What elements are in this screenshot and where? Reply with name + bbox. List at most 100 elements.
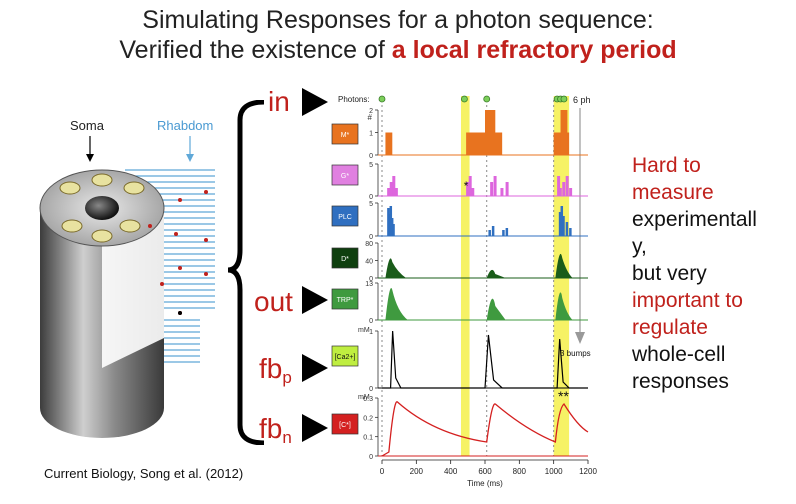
unit-mstar: #	[368, 113, 373, 122]
trp-curve	[486, 298, 506, 320]
trp-curve	[385, 288, 408, 320]
y-tick-label: 40	[365, 259, 373, 266]
citation: Current Biology, Song et al. (2012)	[44, 466, 244, 481]
gstar-bar	[569, 188, 573, 196]
plc-spike	[392, 224, 395, 236]
series-badge-label: [Ca2+]	[335, 354, 356, 361]
plc-spike	[569, 228, 572, 236]
plc-spike	[390, 218, 394, 236]
plc-spike	[389, 206, 393, 236]
rhabdom-label: Rhabdom	[157, 118, 214, 133]
series-badge	[331, 288, 359, 310]
y-tick-label: 0.3	[363, 396, 373, 403]
annotation-line: measure	[632, 181, 714, 204]
annotation-line: whole-cell	[632, 343, 726, 366]
slide-title-line1: Simulating Responses for a photon sequen…	[142, 6, 654, 34]
plc-spike	[562, 216, 565, 236]
gstar-bar	[557, 176, 561, 196]
series-badge-label: M*	[341, 132, 350, 139]
gstar-bar	[466, 182, 470, 196]
single-star: *	[464, 179, 469, 193]
annotation-line: y,	[632, 235, 647, 258]
mstar-block	[485, 132, 503, 155]
gstar-bar	[490, 182, 494, 196]
gstar-bar	[394, 188, 398, 196]
arrow-in-icon	[302, 88, 328, 116]
plc-spike	[505, 228, 509, 236]
series-badge-label: TRP*	[337, 297, 354, 304]
x-tick-label: 800	[513, 467, 527, 476]
arrow-fbn-icon	[302, 414, 328, 442]
title-highlight: a local refractory period	[391, 36, 677, 64]
annotation-line: important to	[632, 289, 743, 312]
x-tick-label: 200	[410, 467, 424, 476]
ca-trace	[382, 330, 588, 389]
bumps-label: 3 bumps	[560, 349, 591, 358]
y-tick-label: 0	[369, 234, 373, 241]
photon-marker	[483, 95, 491, 103]
gstar-bar	[493, 176, 497, 196]
photoreceptor-diagram	[39, 136, 215, 438]
plc-spike	[558, 212, 562, 236]
annotation-line: regulate	[632, 316, 708, 339]
series-badge	[331, 205, 359, 227]
gstar-bar	[500, 188, 504, 196]
label-out: out	[254, 286, 293, 317]
y-tick-label: 2	[369, 108, 373, 115]
y-tick-label: 0.2	[363, 415, 373, 422]
series-badge	[331, 247, 359, 269]
series-badge-label: [C*]	[339, 422, 351, 429]
c-trace	[381, 401, 589, 457]
annotation-line: experimentall	[632, 208, 757, 231]
gstar-bar	[565, 176, 569, 196]
highlight-window	[460, 96, 470, 456]
photons-label: Photons:	[338, 95, 370, 104]
plc-spike	[565, 222, 569, 236]
x-tick-label: 600	[478, 467, 492, 476]
simulation-chart: Photons: 6 ph012M*05G*05PLC04080D*013TRP*…	[331, 95, 597, 488]
series-badge-label: G*	[341, 173, 349, 180]
plc-spike	[491, 226, 495, 236]
plc-spike	[387, 208, 390, 236]
annotation-line: Hard to	[632, 154, 701, 177]
label-fb-p: fbp	[259, 353, 292, 387]
plc-spike	[488, 230, 491, 236]
photon-marker	[460, 95, 468, 103]
gstar-bar	[558, 188, 562, 196]
label-in: in	[268, 86, 290, 117]
plc-spike	[502, 230, 505, 236]
series-badge	[331, 345, 359, 367]
annotation-text: Hard to measure experimentall y, but ver…	[632, 152, 757, 395]
photon-arrow-head	[575, 332, 585, 344]
x-tick-label: 0	[380, 467, 385, 476]
bracket	[227, 100, 265, 445]
x-tick-label: 1000	[545, 467, 563, 476]
mstar-block	[466, 132, 485, 155]
mitochondria	[59, 173, 145, 243]
y-tick-label: 5	[369, 201, 373, 208]
mstar-block	[560, 110, 568, 155]
y-tick-label: 0	[369, 194, 373, 201]
arrow-fbp-icon	[302, 354, 328, 382]
gstar-bar	[392, 176, 396, 196]
dstar-curve	[486, 269, 506, 278]
gstar-bar	[562, 182, 566, 196]
photon-marker	[560, 95, 568, 103]
series-badge-label: PLC	[338, 214, 352, 221]
y-tick-label: 0	[369, 386, 373, 393]
gstar-bar	[505, 182, 509, 196]
gstar-bar	[389, 182, 393, 196]
y-tick-label: 5	[369, 162, 373, 169]
photon-marker	[378, 95, 386, 103]
nucleus	[85, 196, 119, 220]
label-fb-n: fbn	[259, 413, 292, 447]
y-tick-label: 0	[369, 276, 373, 283]
x-axis-label: Time (ms)	[467, 479, 503, 488]
trp-curve	[555, 292, 573, 320]
unit-c: mM	[358, 394, 370, 401]
arrow-out-icon	[302, 286, 328, 314]
y-tick-label: 0	[369, 454, 373, 461]
gstar-bar	[468, 176, 472, 196]
soma-label: Soma	[70, 118, 104, 133]
y-tick-label: 0.1	[363, 435, 373, 442]
